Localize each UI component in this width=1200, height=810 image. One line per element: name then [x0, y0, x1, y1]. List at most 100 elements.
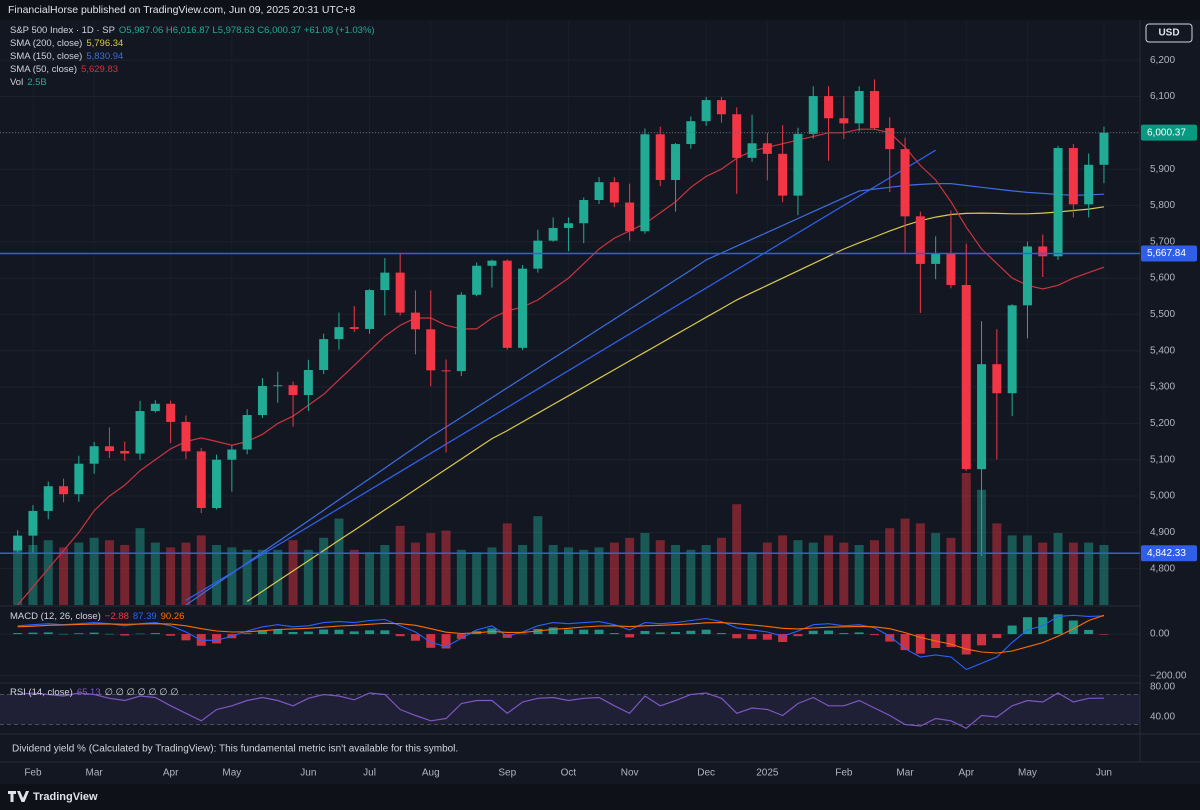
macd-histogram-bar: [869, 634, 879, 636]
candle-body: [472, 265, 482, 295]
volume-bar: [579, 549, 589, 605]
volume-bar: [273, 549, 283, 605]
macd-histogram-bar: [135, 633, 145, 635]
candle-body: [762, 143, 772, 154]
macd-histogram-bar: [824, 630, 834, 635]
macd-histogram-bar: [992, 634, 1002, 639]
volume-bar: [104, 540, 114, 605]
candle-body: [487, 260, 497, 266]
volume-bar: [349, 549, 359, 605]
candle-body: [625, 202, 635, 232]
candle-body: [808, 96, 818, 134]
x-tick-label: Jun: [1096, 768, 1112, 779]
macd-histogram-bar: [319, 629, 329, 635]
candle-body: [395, 272, 405, 313]
macd-histogram-bar: [671, 632, 681, 635]
volume-bar: [196, 535, 206, 605]
candle-body: [609, 182, 619, 203]
candle-body: [701, 100, 711, 122]
candle-body: [380, 272, 390, 291]
legend-row: S&P 500 Index · 1D · SP O5,987.06 H6,016.…: [10, 24, 379, 37]
price-badge-label: 4,842.33: [1147, 548, 1186, 559]
volume-bar: [13, 542, 23, 605]
x-tick-label: Jul: [363, 768, 376, 779]
legend-row: SMA (50, close) 5,629.83: [10, 63, 379, 76]
candle-body: [242, 415, 252, 450]
x-tick-label: 2025: [756, 768, 779, 779]
currency[interactable]: USD: [1158, 28, 1179, 39]
macd-histogram-bar: [410, 634, 420, 641]
legend-value: 2.5B: [27, 77, 47, 88]
macd-histogram-bar: [181, 634, 191, 641]
candle-body: [671, 144, 681, 181]
signal-value: 90.26: [160, 611, 185, 622]
signal-line: [17, 614, 1105, 654]
macd-histogram-bar: [885, 634, 895, 642]
y-tick-label: 5,600: [1150, 273, 1175, 284]
volume-bar: [59, 547, 69, 605]
candle-body: [410, 312, 420, 330]
rsi-band: [0, 694, 1140, 725]
legend-name: SMA (50, close): [10, 64, 78, 75]
candle-body: [977, 364, 987, 470]
macd-histogram-bar: [166, 634, 176, 636]
volume-bar: [28, 545, 38, 605]
candle-body: [89, 446, 99, 464]
y-tick-label: 5,500: [1150, 309, 1175, 320]
macd-histogram-bar: [579, 629, 589, 635]
candle-body: [426, 329, 436, 371]
x-tick-label: Mar: [86, 768, 104, 779]
macd-histogram-bar: [762, 634, 772, 640]
y-tick-label: 5,300: [1150, 382, 1175, 393]
candle-body: [563, 223, 573, 228]
candle-body: [59, 486, 69, 495]
candle-body: [74, 463, 84, 495]
candle-body: [548, 227, 558, 241]
brand-logo: [8, 791, 29, 802]
macd-title: MACD (12, 26, close): [10, 611, 101, 622]
volume-bar: [594, 547, 604, 605]
y-tick-label: 5,100: [1150, 454, 1175, 465]
volume-bar: [319, 537, 329, 605]
currency-box[interactable]: [1145, 23, 1193, 43]
macd-histogram-bar: [655, 632, 665, 635]
volume-bar: [502, 523, 512, 605]
ohlc: O5,987.06 H6,016.87 L5,978.63 C6,000.37 …: [118, 25, 375, 36]
x-tick-label: Oct: [561, 768, 577, 779]
volume-bar: [824, 535, 834, 605]
volume-bar: [1007, 535, 1017, 605]
volume-bar: [1068, 542, 1078, 605]
dividend-note: Dividend yield % (Calculated by TradingV…: [12, 744, 458, 755]
candle-body: [640, 134, 650, 232]
price-badge: [1141, 545, 1197, 562]
legend-value: 5,796.34: [86, 38, 124, 49]
rsi-title: RSI (14, close): [10, 687, 73, 698]
candle-body: [793, 133, 803, 196]
candle-body: [854, 91, 864, 124]
x-tick-label: Mar: [896, 768, 914, 779]
candle-body: [579, 199, 589, 224]
volume-bar: [212, 545, 222, 605]
macd-histogram-bar: [380, 630, 390, 635]
candle-body: [135, 411, 145, 454]
candle-body: [502, 260, 512, 348]
macd-histogram-bar: [13, 633, 23, 635]
candle-body: [212, 459, 222, 509]
candle-body: [747, 143, 757, 158]
macd-histogram-bar: [946, 634, 956, 647]
candle-body: [839, 118, 849, 124]
volume-bar: [992, 523, 1002, 605]
footer: [0, 784, 1200, 810]
macd-histogram-bar: [778, 634, 788, 642]
macd-histogram-bar: [395, 634, 405, 637]
candle-body: [1007, 305, 1017, 394]
volume-bar: [533, 516, 543, 605]
candle-body: [931, 253, 941, 264]
volume-bar: [518, 545, 528, 605]
macd-histogram-bar: [548, 627, 558, 635]
y-tick-label: 4,900: [1150, 527, 1175, 538]
price-badge: [1141, 245, 1197, 262]
volume-bar: [334, 518, 344, 605]
sma-line: [185, 183, 1105, 605]
